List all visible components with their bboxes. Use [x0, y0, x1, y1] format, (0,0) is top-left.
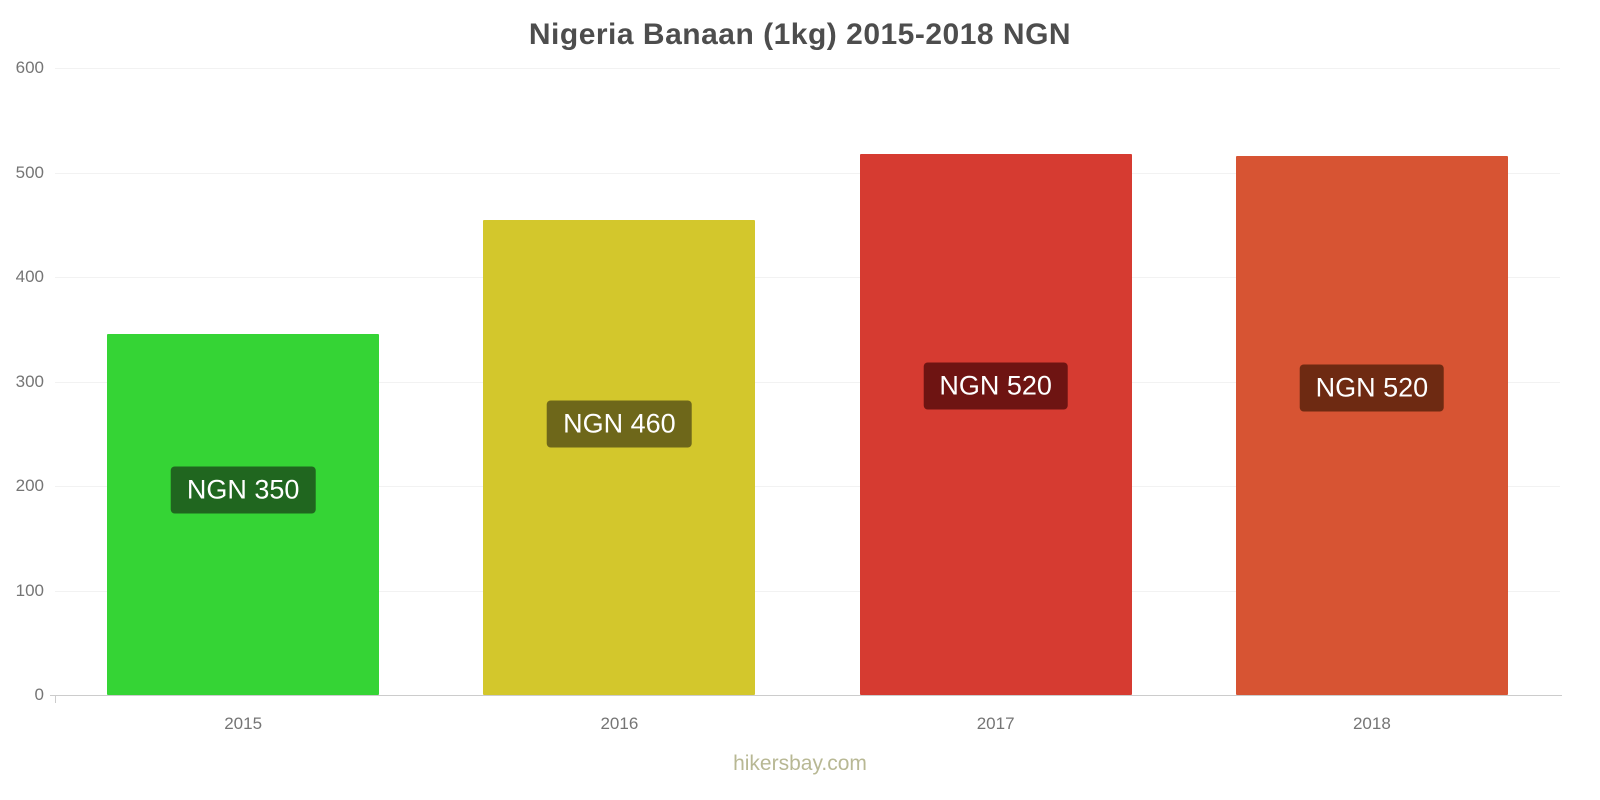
bar-value-label: NGN 520	[1299, 364, 1445, 412]
bar-2015: NGN 350	[107, 334, 380, 695]
gridline	[55, 68, 1560, 69]
y-tick-label: 400	[15, 267, 44, 286]
bar-value-label: NGN 350	[170, 466, 316, 513]
bar-value-label: NGN 460	[547, 400, 692, 448]
gridline	[55, 277, 1560, 278]
x-axis-line	[50, 695, 1562, 696]
x-tick-label: 2016	[600, 714, 639, 733]
y-tick-label: 0	[34, 685, 44, 704]
gridline	[55, 172, 1560, 174]
bar-2016: NGN 460	[483, 219, 756, 695]
x-tick-label: 2015	[224, 714, 263, 733]
gridline	[55, 486, 1560, 487]
y-tick-label: 100	[15, 580, 44, 600]
gridline	[55, 590, 1560, 592]
source-watermark: hikersbay.com	[733, 752, 867, 775]
y-tick-label: 300	[15, 371, 44, 391]
x-tick-label: 2017	[976, 714, 1015, 733]
axis-tick	[55, 695, 56, 703]
chart-title: Nigeria Banaan (1kg) 2015-2018 NGN	[528, 18, 1072, 51]
y-tick-label: 500	[15, 162, 44, 182]
plot-area: NGN 350 NGN 460 NGN 520 NGN 520	[55, 68, 1560, 695]
y-tick-label: 200	[15, 476, 44, 495]
bar-value-label: NGN 520	[923, 362, 1068, 410]
y-tick-label: 600	[15, 58, 44, 77]
bar-2017: NGN 520	[859, 153, 1132, 695]
bar-2018: NGN 520	[1235, 155, 1508, 695]
gridline	[55, 381, 1560, 383]
x-tick-label: 2018	[1352, 714, 1391, 733]
